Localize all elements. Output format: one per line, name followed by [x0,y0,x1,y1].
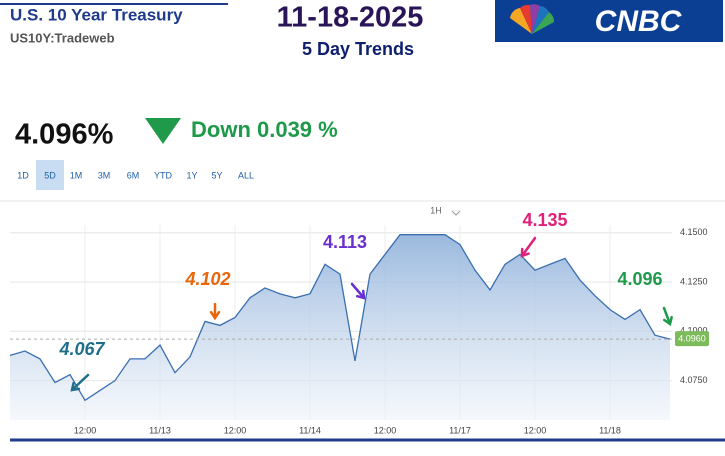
down-arrow [145,118,181,144]
x-tick-label: 12:00 [224,425,247,435]
range-button[interactable]: ALL [238,170,254,180]
annotation: 4.113 [323,232,367,252]
range-buttons: 1D 5D 1M 3M 6M YTD 1Y 5Y ALL [17,160,254,190]
y-tick-label: 4.1250 [680,276,708,286]
y-tick-label: 4.1000 [680,326,708,336]
range-button[interactable]: YTD [154,170,173,180]
change: Down 0.039 % [191,117,338,142]
title: U.S. 10 Year Treasury [10,5,183,24]
annotation: 4.067 [58,339,105,359]
range-button[interactable]: 1M [70,170,83,180]
range-button[interactable]: 6M [127,170,140,180]
x-tick-label: 12:00 [374,425,397,435]
current-box [675,331,709,347]
range-button[interactable]: 1Y [186,170,197,180]
x-tick-label: 12:00 [74,425,97,435]
annotation-arrow [350,282,366,300]
current-label: 4.0960 [678,334,706,344]
line [9,234,671,402]
dropdown-caret [451,210,461,216]
price: 4.096% [15,119,114,151]
date: 11-18-2025 [277,2,424,34]
annotation-arrow [70,373,90,392]
interval[interactable]: 1H [430,205,442,215]
range-button[interactable]: 1D [17,170,29,180]
subtitle: US10Y:Tradeweb [10,30,115,45]
y-tick-label: 4.1500 [680,227,708,237]
annotation-arrow [209,302,221,321]
x-tick-label: 11/14 [299,425,321,435]
y-tick-label: 4.0750 [680,375,708,385]
annotation: 4.135 [522,210,567,230]
annotation: 4.096 [617,269,662,289]
x-tick-label: 11/17 [449,425,471,435]
range-button[interactable]: 5D [44,170,56,180]
selected-range [36,160,64,190]
logo-text: CNBC [595,5,683,38]
plot: 4.1500 4.1250 4.1000 4.0750 12:00 11/13 12:00 1… [9,210,709,435]
area [10,234,670,420]
x-tick-label: 11/18 [599,425,621,435]
heading: 5 Day Trends [302,39,414,59]
peacock [510,4,555,34]
annotation-arrow [520,236,537,258]
range-button[interactable]: 3M [98,170,111,180]
annotation-arrow [662,306,673,327]
range-button[interactable]: 5Y [211,170,222,180]
annotation: 4.102 [184,269,230,289]
x-tick-label: 11/13 [149,425,171,435]
x-tick-label: 12:00 [524,425,547,435]
